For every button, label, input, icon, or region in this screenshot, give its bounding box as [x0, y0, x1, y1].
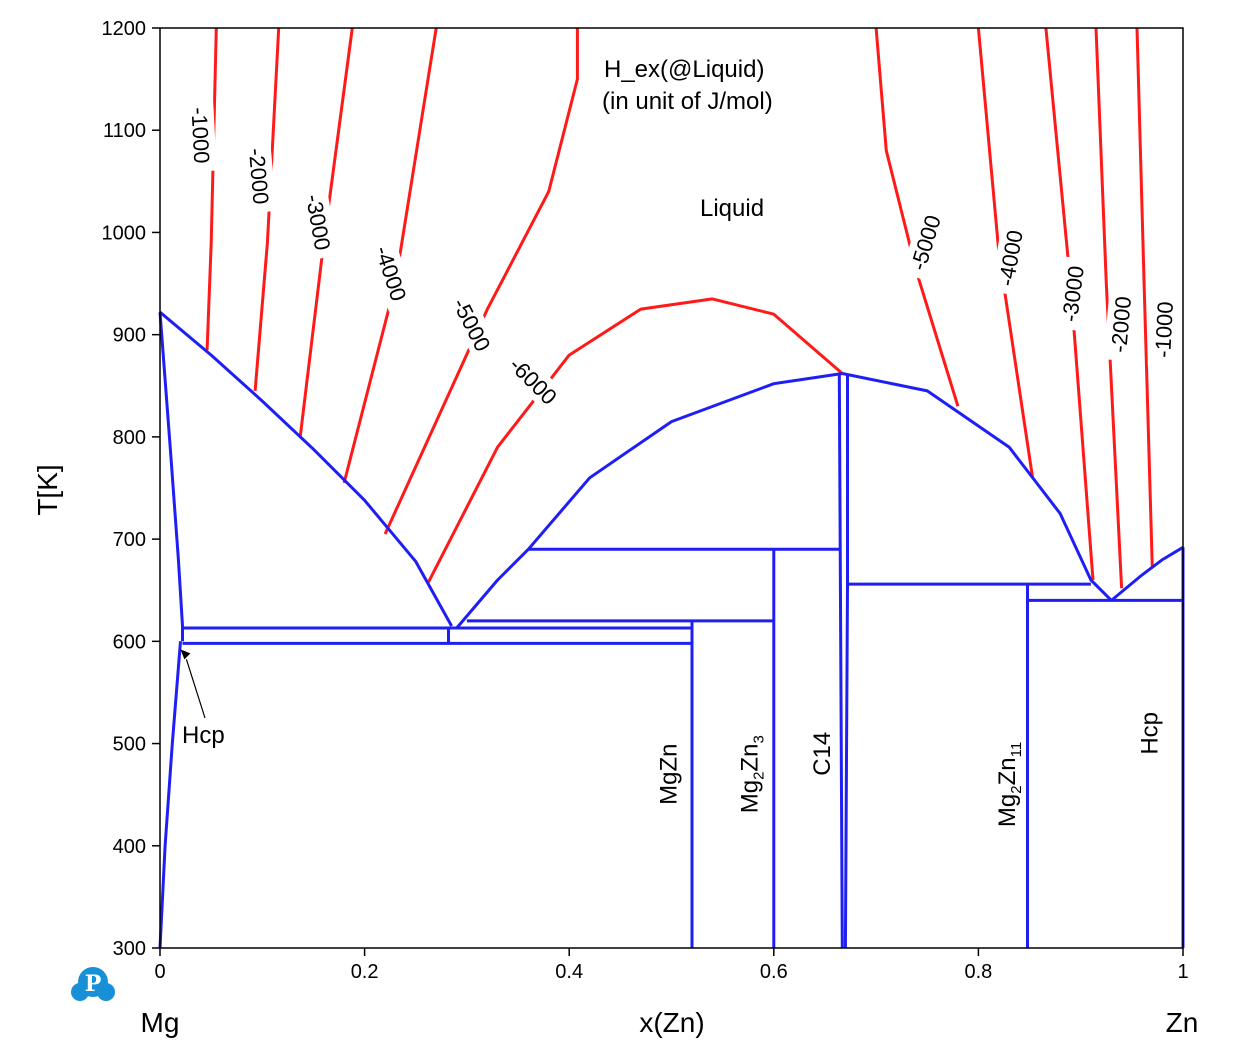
plot-frame [159, 27, 1184, 949]
contour-label-bg [1103, 287, 1138, 362]
contour-label-bg [366, 234, 416, 312]
contour-line [1135, 27, 1154, 568]
x-tick-label: 0.2 [351, 961, 379, 983]
logo-bubble-left [71, 983, 89, 1001]
plot-area [158, 27, 1185, 949]
contour-label: -2000 [244, 147, 274, 205]
y-tick-label: 300 [113, 938, 146, 960]
x-tick-label: 1 [1177, 961, 1188, 983]
label-hcp-zn: Hcp [1136, 712, 1163, 755]
contour-label-bg [901, 204, 950, 282]
hcp-arrow-head [180, 649, 191, 660]
contour-label-bg [298, 184, 339, 261]
contour-line [1094, 27, 1124, 589]
contour-label-bg [990, 220, 1031, 296]
mg-end-label: Mg [141, 1007, 180, 1038]
label-c14: C14 [809, 732, 836, 776]
y-axis-title: T[K] [32, 464, 63, 515]
c14-right [843, 373, 849, 949]
y-tick-label: 700 [113, 529, 146, 551]
hcp-mg-label: Hcp [182, 722, 225, 749]
logo-bubble-right [97, 983, 115, 1001]
label-mg2zn11: Mg2Zn11 [994, 742, 1025, 827]
liquidus-mg [159, 311, 453, 627]
liquidus-mgzn-dome [455, 372, 843, 629]
y-tick-label: 1100 [103, 120, 146, 142]
contour-label: -2000 [1106, 295, 1136, 353]
label-mgzn: MgZn [656, 744, 683, 805]
contour-label-bg [185, 98, 217, 173]
logo-icon: P [71, 967, 115, 1001]
solvus-mg-low [158, 641, 182, 949]
liquidus-zn [1110, 546, 1184, 602]
solvus-mg [158, 312, 184, 642]
zn-end-label: Zn [1166, 1007, 1199, 1038]
y-tick-label: 800 [113, 427, 146, 449]
contour-line [253, 27, 281, 392]
contour-label-group: -1000 [185, 98, 217, 173]
contour-label-bg [1054, 256, 1091, 332]
y-tick-label: 900 [113, 325, 146, 347]
contour-label-bg [1147, 292, 1180, 367]
contour-line [426, 297, 844, 584]
c14-left [837, 373, 844, 949]
contour-label-group: -4000 [366, 234, 416, 312]
liquid-label: Liquid [700, 195, 764, 222]
contour-label: -5000 [448, 294, 496, 355]
x-tick-label: 0 [154, 961, 165, 983]
contour-label-bg [443, 286, 501, 363]
contour-label-group: -2000 [1103, 287, 1138, 362]
y-tick-label: 1200 [102, 18, 147, 40]
y-tick-label: 400 [113, 836, 146, 858]
contour-label-bg [498, 345, 569, 417]
contour-label-group: -6000 [498, 345, 569, 417]
y-tick-label: 600 [113, 631, 146, 653]
contour-line [874, 27, 960, 407]
x-tick-label: 0.8 [964, 961, 992, 983]
labels: H_ex(@Liquid) (in unit of J/mol) Liquid … [32, 56, 1198, 1038]
contour-label-group: -3000 [298, 184, 339, 261]
contour-label-group: -2000 [242, 139, 277, 214]
liquidus-zn-dome [841, 372, 1113, 602]
contour-label: -1000 [186, 107, 214, 165]
contour-label-group: -3000 [1054, 256, 1091, 332]
label-mg2zn3: Mg2Zn3 [736, 735, 767, 813]
logo-letter: P [85, 971, 102, 997]
contour-line [205, 27, 218, 351]
y-tick-label: 1000 [102, 222, 147, 244]
y-tick-label: 500 [113, 734, 146, 756]
axes: 300 400 500 600 700 800 900 1000 1100 1200 0 0.2 0.4… [102, 18, 1189, 983]
x-axis-title: x(Zn) [639, 1007, 704, 1038]
contour-label-group: -1000 [1147, 292, 1180, 367]
contour-label: -1000 [1150, 301, 1178, 359]
annotation-line-1: H_ex(@Liquid) [604, 56, 764, 83]
contour-line [383, 28, 579, 535]
contour-label-bg [242, 139, 277, 214]
x-tick-label: 0.4 [555, 961, 583, 983]
annotation-line-2: (in unit of J/mol) [602, 88, 773, 115]
x-tick-label: 0.6 [760, 961, 788, 983]
hcp-arrow-line [185, 659, 206, 719]
